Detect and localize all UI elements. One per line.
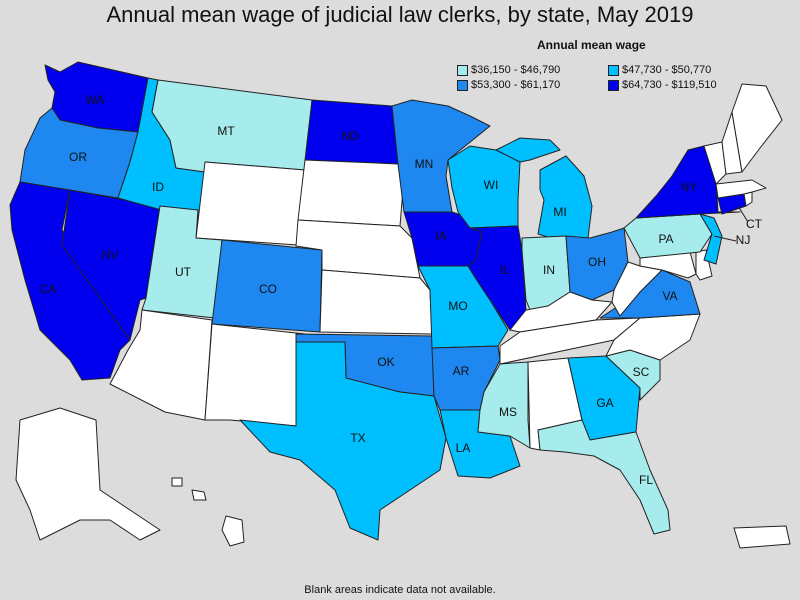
label-NY: NY <box>681 180 698 194</box>
legend-label-1: $36,150 - $46,790 <box>471 64 561 76</box>
label-IA: IA <box>435 229 446 243</box>
label-CA: CA <box>40 282 57 296</box>
state-ME[interactable] <box>731 83 783 173</box>
state-HI[interactable] <box>221 515 245 547</box>
label-TX: TX <box>350 431 365 445</box>
label-MS: MS <box>499 405 517 419</box>
legend-item-2: $47,730 - $50,770 <box>608 64 711 76</box>
label-MN: MN <box>415 157 434 171</box>
legend-swatch-4 <box>608 79 619 91</box>
label-WI: WI <box>484 178 499 192</box>
footnote: Blank areas indicate data not available. <box>304 584 496 596</box>
label-LA: LA <box>456 441 471 455</box>
legend-swatch-3 <box>457 79 468 91</box>
map-title: Annual mean wage of judicial law clerks,… <box>106 2 694 27</box>
state-CA[interactable] <box>9 181 131 381</box>
state-AK[interactable] <box>15 407 161 541</box>
state-HI-2[interactable] <box>191 489 207 501</box>
legend-swatch-2 <box>608 64 619 76</box>
label-FL: FL <box>639 473 653 487</box>
label-CT: CT <box>746 217 763 231</box>
label-SC: SC <box>633 365 650 379</box>
label-AR: AR <box>453 364 470 378</box>
state-SD[interactable] <box>297 159 405 227</box>
state-HI-3[interactable] <box>171 477 183 487</box>
state-MI[interactable] <box>537 155 593 241</box>
state-PR[interactable] <box>733 525 791 549</box>
label-OH: OH <box>588 255 606 269</box>
label-ND: ND <box>341 129 359 143</box>
legend-label-2: $47,730 - $50,770 <box>622 64 712 76</box>
label-OR: OR <box>69 150 87 164</box>
label-NJ: NJ <box>736 233 751 247</box>
legend-item-3: $53,300 - $61,170 <box>457 79 560 91</box>
legend-label-3: $53,300 - $61,170 <box>471 79 561 91</box>
label-ID: ID <box>152 180 164 194</box>
label-NV: NV <box>102 248 119 262</box>
label-VA: VA <box>662 289 677 303</box>
state-DE[interactable] <box>695 249 713 281</box>
label-OK: OK <box>377 355 394 369</box>
state-NJ[interactable] <box>699 213 723 265</box>
leader-CT <box>737 205 749 223</box>
state-FL[interactable] <box>537 419 671 535</box>
state-MA[interactable] <box>715 179 767 199</box>
label-IN: IN <box>543 263 555 277</box>
label-CO: CO <box>259 282 277 296</box>
label-PA: PA <box>658 232 673 246</box>
state-IL[interactable] <box>467 225 527 331</box>
state-WI[interactable] <box>447 145 521 229</box>
legend-item-4: $64,730 - $119,510 <box>608 79 717 91</box>
legend-label-4: $64,730 - $119,510 <box>622 79 717 91</box>
label-MT: MT <box>217 124 235 138</box>
legend-swatch-1 <box>457 64 468 76</box>
state-KS[interactable] <box>319 269 433 335</box>
state-MI-UP[interactable] <box>495 137 561 163</box>
state-WY[interactable] <box>195 161 306 246</box>
state-TX[interactable] <box>239 341 447 541</box>
legend-item-1: $36,150 - $46,790 <box>457 64 560 76</box>
label-WA: WA <box>86 93 105 107</box>
label-GA: GA <box>596 396 613 410</box>
label-UT: UT <box>175 265 192 279</box>
label-IL: IL <box>500 263 510 277</box>
label-MO: MO <box>448 299 467 313</box>
state-NM[interactable] <box>204 323 306 427</box>
label-MI: MI <box>553 205 566 219</box>
legend-title: Annual mean wage <box>537 38 646 52</box>
leader-NJ <box>713 235 737 242</box>
